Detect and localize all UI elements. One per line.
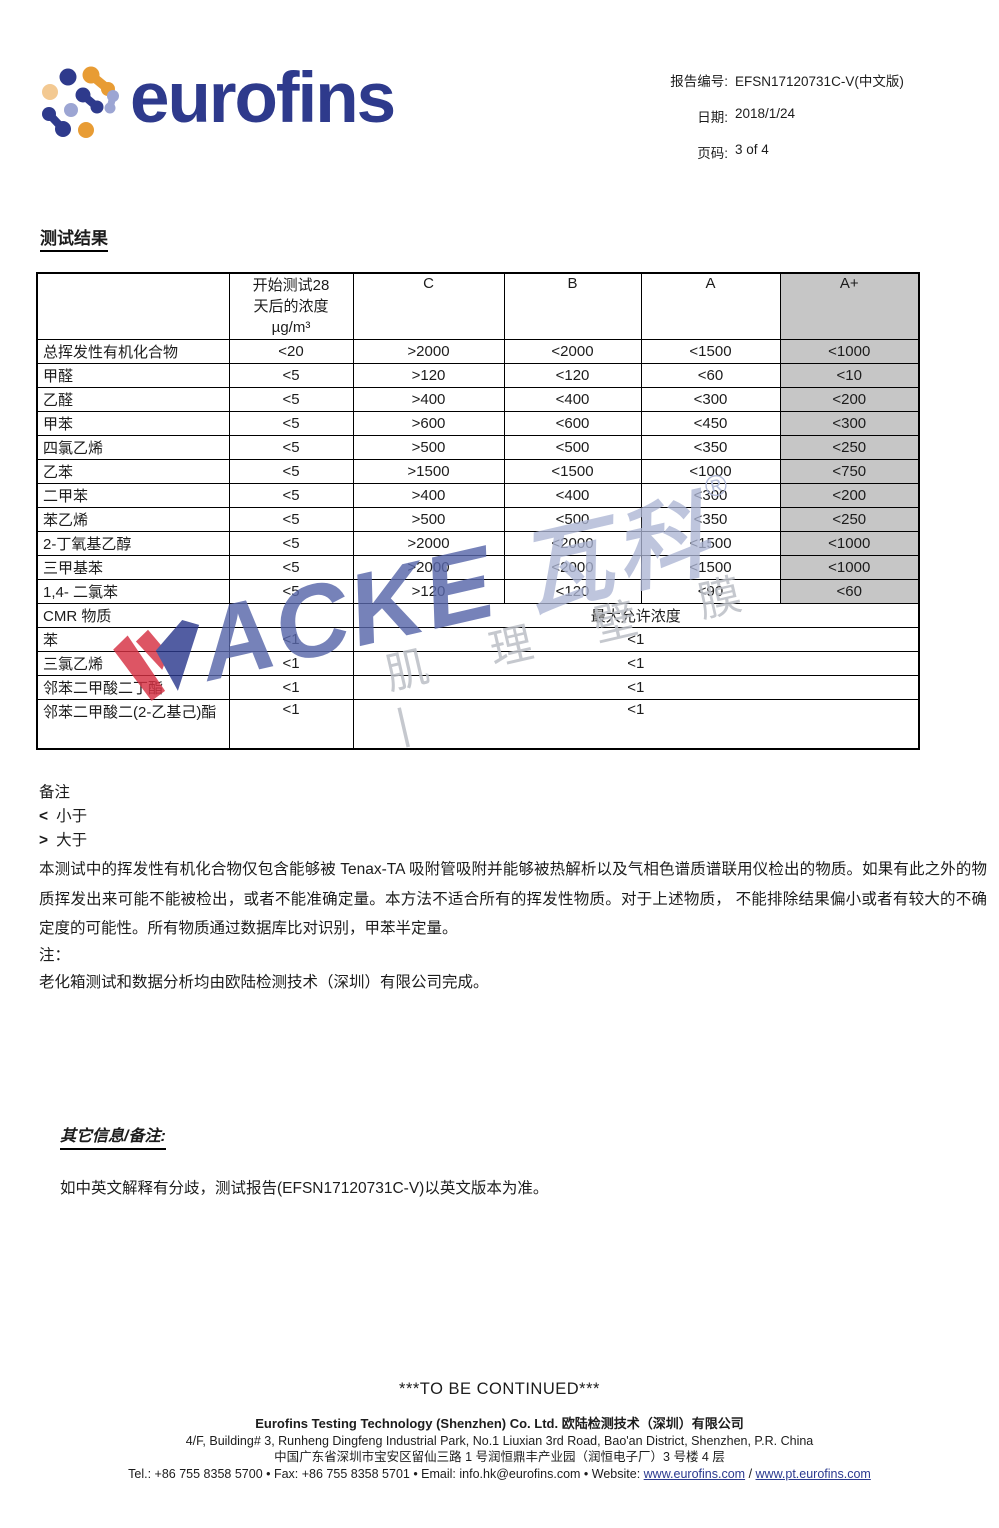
remarks-heading: 备注 [39, 784, 71, 801]
class-c-header: C [352, 272, 505, 340]
report-meta: 报告编号: EFSN17120731C-V(中文版) 日期: 2018/1/24… [598, 70, 948, 178]
to-be-continued: ***TO BE CONTINUED*** [399, 1380, 600, 1398]
company-line: Eurofins Testing Technology (Shenzhen) C… [0, 1416, 999, 1433]
table-row: 1,4- 二氯苯 <5 >120 <120 <90 <60 [36, 579, 920, 604]
report-number-label: 报告编号: [670, 74, 728, 89]
table-row: 乙苯 <5 >1500 <1500 <1000 <750 [36, 459, 920, 484]
test-results-table: 开始测试28 天后的浓度 µg/m³ C B A A+ 总挥发性有机化合物 <20… [36, 272, 920, 750]
greater-than-definition: > 大于 [39, 832, 88, 849]
note-text: 老化箱测试和数据分析均由欧陆检测技术（深圳）有限公司完成。 [39, 974, 489, 991]
table-row: 2-丁氧基乙醇 <5 >2000 <2000 <1500 <1000 [36, 531, 920, 556]
cmr-header-row: CMR 物质 最大允许浓度 [36, 603, 920, 628]
table-row: 苯 <1 <1 [36, 627, 920, 652]
company-name-en: Eurofins Testing Technology (Shenzhen) C… [255, 1416, 559, 1431]
note-label: 注： [39, 947, 71, 964]
table-header-row: 开始测试28 天后的浓度 µg/m³ C B A A+ [36, 272, 920, 340]
note-block: 注： 老化箱测试和数据分析均由欧陆检测技术（深圳）有限公司完成。 [39, 942, 987, 996]
eurofins-molecule-icon [42, 66, 119, 138]
table-row: 二甲苯 <5 >400 <400 <300 <200 [36, 483, 920, 508]
company-name-cn: 欧陆检测技术（深圳）有限公司 [558, 1416, 744, 1431]
table-row: 苯乙烯 <5 >500 <500 <350 <250 [36, 507, 920, 532]
remarks-block: 备注 < 小于 > 大于 本测试中的挥发性有机化合物仅包含能够被 Tenax-TA … [39, 781, 987, 944]
other-info-text: 如中英文解释有分歧，测试报告(EFSN17120731C-V)以英文版本为准。 [60, 1180, 549, 1197]
link-separator: / [745, 1466, 756, 1481]
footer-block: Eurofins Testing Technology (Shenzhen) C… [0, 1416, 999, 1482]
table-row: 总挥发性有机化合物 <20 >2000 <2000 <1500 <1000 [36, 339, 920, 364]
table-row: 三氯乙烯 <1 <1 [36, 651, 920, 676]
corner-cell [36, 272, 230, 340]
other-info-section: 其它信息/备注: 如中英文解释有分歧，测试报告(EFSN17120731C-V)… [60, 1122, 960, 1198]
other-info-title: 其它信息/备注: [60, 1122, 166, 1150]
initial-concentration-header: 开始测试28 天后的浓度 µg/m³ [228, 272, 354, 340]
website-link-eurofins[interactable]: www.eurofins.com [643, 1466, 746, 1481]
class-b-header: B [503, 272, 642, 340]
report-date-row: 日期: 2018/1/24 [598, 106, 948, 126]
section-title-test-results: 测试结果 [40, 224, 108, 252]
max-allowed-concentration-label: 最大允许浓度 [352, 603, 920, 628]
cmr-substances-label: CMR 物质 [36, 603, 230, 628]
table-row: 乙醛 <5 >400 <400 <300 <200 [36, 387, 920, 412]
contact-line: Tel.: +86 755 8358 5700 • Fax: +86 755 8… [0, 1466, 999, 1483]
less-than-definition: < 小于 [39, 808, 88, 825]
eurofins-logo: eurofins [38, 58, 396, 142]
cmr-empty-cell [228, 603, 354, 628]
report-date-label: 日期: [697, 110, 728, 125]
class-a-header: A [640, 272, 781, 340]
report-number-row: 报告编号: EFSN17120731C-V(中文版) [598, 70, 948, 90]
table-row: 三甲基苯 <5 >2000 <2000 <1500 <1000 [36, 555, 920, 580]
website-link-pt-eurofins[interactable]: www.pt.eurofins.com [755, 1466, 871, 1481]
contact-details: Tel.: +86 755 8358 5700 • Fax: +86 755 8… [128, 1466, 644, 1481]
method-description-paragraph: 本测试中的挥发性有机化合物仅包含能够被 Tenax-TA 吸附管吸附并能够被热解… [39, 861, 987, 937]
table-row: 甲醛 <5 >120 <120 <60 <10 [36, 363, 920, 388]
class-aplus-header: A+ [779, 272, 920, 340]
report-date-value: 2018/1/24 [735, 106, 796, 121]
address-cn: 中国广东省深圳市宝安区留仙三路 1 号润恒鼎丰产业园（润恒电子厂）3 号楼 4 … [274, 1450, 725, 1464]
eurofins-wordmark: eurofins [130, 58, 396, 138]
table-row: 邻苯二甲酸二丁酯 <1 <1 [36, 675, 920, 700]
table-row: 甲苯 <5 >600 <600 <450 <300 [36, 411, 920, 436]
report-page-row: 页码: 3 of 4 [598, 142, 948, 162]
table-row: 四氯乙烯 <5 >500 <500 <350 <250 [36, 435, 920, 460]
table-row: 邻苯二甲酸二(2-乙基己)酯 <1 <1 [36, 699, 920, 749]
address-en: 4/F, Building# 3, Runheng Dingfeng Indus… [185, 1433, 814, 1448]
report-page-label: 页码: [697, 146, 728, 161]
report-page-value: 3 of 4 [735, 142, 769, 157]
report-number-value: EFSN17120731C-V(中文版) [735, 74, 904, 89]
